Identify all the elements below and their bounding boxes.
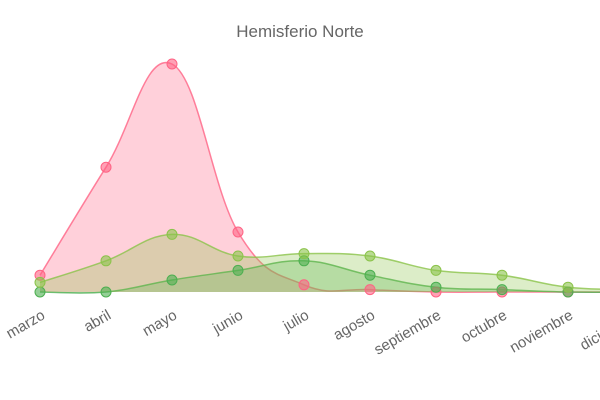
point: [364, 250, 376, 262]
x-tick-label: junio: [209, 307, 246, 338]
point: [298, 248, 310, 260]
point: [232, 250, 244, 262]
point: [364, 284, 376, 296]
point: [232, 264, 244, 276]
point: [34, 286, 46, 298]
point: [562, 281, 574, 293]
point: [166, 228, 178, 240]
x-tick-label: agosto: [330, 307, 378, 344]
point: [496, 284, 508, 296]
x-tick-label: marzo: [3, 307, 48, 343]
line: [39, 259, 600, 294]
point: [364, 269, 376, 281]
point: [298, 279, 310, 291]
point: [34, 276, 46, 288]
point: [232, 226, 244, 238]
x-tick-label: noviembre: [507, 307, 576, 357]
x-tick-label: abril: [81, 307, 114, 336]
point: [430, 281, 442, 293]
point: [100, 255, 112, 267]
x-tick-label: octubre: [458, 307, 510, 347]
area: [40, 234, 600, 292]
x-tick-label: julio: [280, 307, 312, 336]
area: [40, 260, 600, 294]
point: [430, 264, 442, 276]
point: [496, 269, 508, 281]
point: [166, 58, 178, 70]
point: [100, 286, 112, 298]
point: [166, 274, 178, 286]
chart-title: Hemisferio Norte: [236, 22, 364, 41]
point: [100, 161, 112, 173]
x-tick-label: mayo: [140, 307, 180, 340]
line: [39, 233, 600, 290]
x-tick-label: septiembre: [371, 307, 444, 359]
x-tick-label: diciembre: [577, 307, 600, 354]
